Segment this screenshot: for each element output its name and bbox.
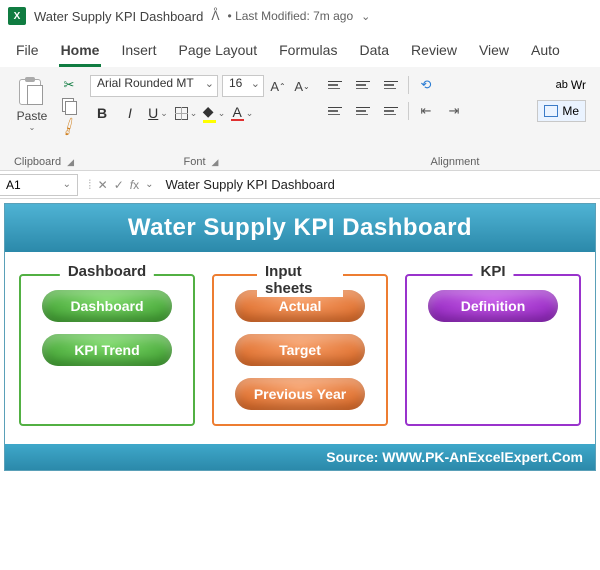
merge-center-button[interactable]: Me (537, 100, 586, 122)
formula-input[interactable] (159, 175, 479, 194)
ribbon: Paste ⌄ ✂ 🖌 Clipboard ◢ Arial Rounded MT … (0, 67, 600, 171)
fx-icon[interactable]: fx (130, 178, 139, 192)
chevron-down-icon[interactable]: ⌄ (29, 123, 36, 132)
group-font: Arial Rounded MT 16 A⌃ A⌄ B I U ◆ A Font… (86, 71, 320, 170)
group-label-font: Font (184, 156, 206, 168)
worksheet-area: Water Supply KPI Dashboard Dashboard Das… (0, 199, 600, 475)
borders-button[interactable] (174, 102, 198, 124)
group-label-clipboard: Clipboard (14, 156, 61, 168)
tab-view[interactable]: View (477, 38, 511, 67)
enter-icon[interactable]: ✓ (114, 178, 124, 192)
copy-icon[interactable] (60, 98, 78, 114)
cut-icon[interactable]: ✂ (60, 77, 78, 93)
increase-indent-icon[interactable]: ⇥ (443, 101, 465, 121)
font-color-button[interactable]: A (230, 102, 254, 124)
align-top-icon[interactable] (324, 75, 346, 95)
decrease-font-icon[interactable]: A⌄ (292, 76, 312, 96)
paste-label: Paste (17, 109, 48, 123)
decrease-indent-icon[interactable]: ⇤ (415, 101, 437, 121)
format-painter-icon[interactable]: 🖌 (57, 116, 81, 139)
section-input-sheets: Input sheets Actual Target Previous Year (212, 274, 388, 426)
section-title: Input sheets (257, 263, 343, 297)
section-title: KPI (472, 263, 513, 280)
paste-button[interactable]: Paste ⌄ (10, 73, 54, 135)
section-dashboard: Dashboard Dashboard KPI Trend (19, 274, 195, 426)
group-alignment: ⟲ abWr ⇤ ⇥ Me Alignment (320, 71, 594, 170)
excel-logo-icon: X (8, 7, 26, 25)
name-box[interactable]: A1⌄ (0, 174, 78, 196)
bold-button[interactable]: B (90, 102, 114, 124)
section-kpi: KPI Definition (405, 274, 581, 426)
tab-home[interactable]: Home (59, 38, 102, 67)
tab-page-layout[interactable]: Page Layout (176, 38, 259, 67)
kpi-trend-button[interactable]: KPI Trend (42, 334, 172, 366)
dialog-launcher-icon[interactable]: ◢ (67, 157, 74, 168)
fill-color-button[interactable]: ◆ (202, 102, 226, 124)
tab-data[interactable]: Data (357, 38, 391, 67)
dashboard-title: Water Supply KPI Dashboard (5, 204, 595, 252)
align-bottom-icon[interactable] (380, 75, 402, 95)
last-modified-text[interactable]: • Last Modified: 7m ago (228, 9, 354, 23)
dialog-launcher-icon[interactable]: ◢ (212, 157, 219, 168)
align-middle-icon[interactable] (352, 75, 374, 95)
ribbon-tabs: File Home Insert Page Layout Formulas Da… (0, 32, 600, 67)
target-button[interactable]: Target (235, 334, 365, 366)
previous-year-button[interactable]: Previous Year (235, 378, 365, 410)
definition-button[interactable]: Definition (428, 290, 558, 322)
group-clipboard: Paste ⌄ ✂ 🖌 Clipboard ◢ (6, 71, 86, 170)
dashboard-button[interactable]: Dashboard (42, 290, 172, 322)
chevron-down-icon[interactable]: ⌄ (361, 10, 370, 23)
section-title: Dashboard (60, 263, 154, 280)
group-label-alignment: Alignment (431, 156, 480, 168)
tab-auto[interactable]: Auto (529, 38, 562, 67)
font-name-select[interactable]: Arial Rounded MT (90, 75, 218, 97)
cancel-icon[interactable]: ✕ (98, 178, 108, 192)
formula-bar-row: A1⌄ ⁞ ✕ ✓ fx ⌄ (0, 171, 600, 199)
align-center-icon[interactable] (352, 101, 374, 121)
orientation-icon[interactable]: ⟲ (415, 75, 437, 95)
document-title: Water Supply KPI Dashboard (34, 9, 203, 24)
increase-font-icon[interactable]: A⌃ (268, 76, 288, 96)
paste-icon (17, 77, 47, 107)
align-left-icon[interactable] (324, 101, 346, 121)
align-right-icon[interactable] (380, 101, 402, 121)
tab-formulas[interactable]: Formulas (277, 38, 339, 67)
share-icon[interactable]: ᐰ (211, 9, 219, 23)
italic-button[interactable]: I (118, 102, 142, 124)
underline-button[interactable]: U (146, 102, 170, 124)
title-bar: X Water Supply KPI Dashboard ᐰ • Last Mo… (0, 0, 600, 32)
dashboard-container: Water Supply KPI Dashboard Dashboard Das… (4, 203, 596, 471)
tab-review[interactable]: Review (409, 38, 459, 67)
dashboard-footer: Source: WWW.PK-AnExcelExpert.Com (5, 444, 595, 470)
tab-insert[interactable]: Insert (119, 38, 158, 67)
wrap-text-button[interactable]: abWr (556, 78, 586, 92)
tab-file[interactable]: File (14, 38, 41, 67)
font-size-select[interactable]: 16 (222, 75, 264, 97)
